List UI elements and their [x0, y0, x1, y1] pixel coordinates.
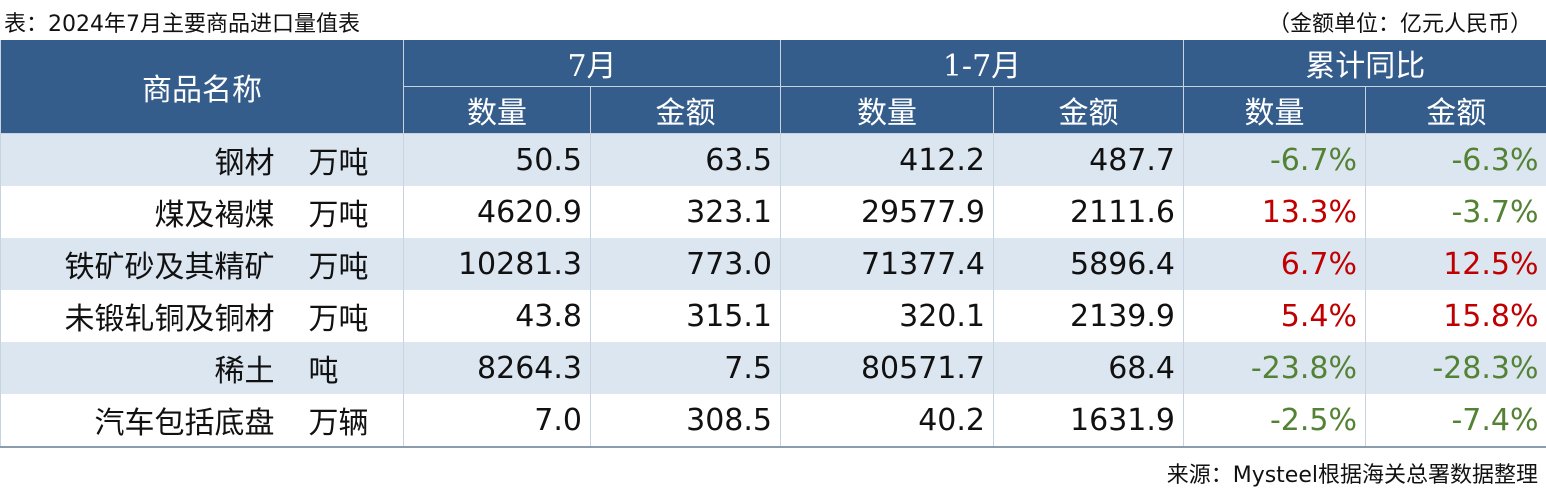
- table: 商品名称 7月 1-7月 累计同比 数量 金额 数量 金额 数量 金额 钢材 万吨 50.5 63.5 4…: [0, 40, 1546, 448]
- value-cell: 315.1: [590, 290, 781, 342]
- value-cell: 63.5: [590, 133, 781, 186]
- value-cell: 308.5: [590, 394, 781, 448]
- value-cell: -3.7%: [1365, 186, 1546, 238]
- data-row: 未锻轧铜及铜材 万吨 43.8 315.1 320.1 2139.9 5.4% 15.8%: [0, 290, 1546, 342]
- value-cell: 8264.3: [403, 342, 591, 394]
- sub-header: 数量: [1183, 86, 1366, 134]
- unit: 万吨: [300, 133, 404, 186]
- group-header: 1-7月: [780, 40, 1184, 87]
- product-name: 未锻轧铜及铜材: [0, 290, 301, 342]
- value-cell: 29577.9: [780, 186, 994, 238]
- value-cell: 5896.4: [993, 238, 1184, 290]
- sub-header: 数量: [780, 86, 994, 134]
- value-cell: -6.3%: [1365, 133, 1546, 186]
- value-cell: 43.8: [403, 290, 591, 342]
- sub-header: 数量: [403, 86, 591, 134]
- value-cell: 15.8%: [1365, 290, 1546, 342]
- group-header: 7月: [403, 40, 781, 87]
- value-cell: 68.4: [993, 342, 1184, 394]
- value-cell: -23.8%: [1183, 342, 1366, 394]
- source: 来源：Mysteel根据海关总署数据整理: [1166, 463, 1538, 488]
- value-cell: -28.3%: [1365, 342, 1546, 394]
- unit-note: （金额单位：亿元人民币）: [1267, 12, 1532, 37]
- data-row: 汽车包括底盘 万辆 7.0 308.5 40.2 1631.9 -2.5% -7.4%: [0, 394, 1546, 448]
- sub-header: 金额: [1365, 86, 1546, 134]
- group-header: 累计同比: [1183, 40, 1546, 87]
- value-cell: 323.1: [590, 186, 781, 238]
- value-cell: -2.5%: [1183, 394, 1366, 448]
- value-cell: 6.7%: [1183, 238, 1366, 290]
- value-cell: 12.5%: [1365, 238, 1546, 290]
- value-cell: 80571.7: [780, 342, 994, 394]
- value-cell: 4620.9: [403, 186, 591, 238]
- unit: 吨: [300, 342, 404, 394]
- value-cell: 7.0: [403, 394, 591, 448]
- unit: 万吨: [308, 198, 369, 233]
- header-row: 数量 金额 数量 金额 数量 金额: [1, 86, 1546, 134]
- title: 表：2024年7月主要商品进口量值表: [4, 12, 360, 37]
- unit: 万辆: [300, 394, 404, 448]
- product-name: 煤及褐煤: [0, 186, 301, 238]
- name-header: 商品名称: [0, 40, 404, 134]
- data-row: 稀土吨 8264.3 7.5 80571.7 68.4 -23.8% -28.3%: [0, 342, 1546, 394]
- header-row: 商品名称 7月 1-7月 累计同比: [0, 40, 1546, 134]
- value-cell: 2111.6: [993, 186, 1184, 238]
- value-cell: 5.4%: [1183, 290, 1366, 342]
- unit: 万吨: [308, 302, 369, 337]
- value-cell: 50.5: [403, 133, 591, 186]
- value-cell: 71377.4: [780, 238, 994, 290]
- value-cell: 487.7: [993, 133, 1184, 186]
- value-cell: 412.2: [780, 133, 994, 186]
- unit: 万吨: [300, 238, 404, 290]
- value-cell: -6.7%: [1183, 133, 1366, 186]
- value-cell: 773.0: [590, 238, 781, 290]
- value-cell: 7.5: [590, 342, 781, 394]
- value-cell: 40.2: [780, 394, 994, 448]
- sub-header: 金额: [590, 86, 781, 134]
- data-row: 钢材 万吨 50.5 63.5 412.2 487.7 -6.7% -6.3%: [0, 133, 1546, 186]
- data-row: 煤及褐煤 万吨 4620.9 323.1 29577.9 2111.6 13.3% -3.7%: [0, 186, 1546, 238]
- data-row: 铁矿砂及其精矿 万吨 10281.3 773.0 71377.4 5896.4 6.7% 12…: [0, 238, 1546, 290]
- product-name: 汽车包括底盘: [0, 394, 301, 448]
- value-cell: 2139.9: [993, 290, 1184, 342]
- value-cell: 320.1: [780, 290, 994, 342]
- product-name: 钢材: [0, 133, 301, 186]
- product-name: 铁矿砂及其精矿: [0, 238, 301, 290]
- sub-header: 金额: [993, 86, 1184, 134]
- value-cell: 1631.9: [993, 394, 1184, 448]
- value-cell: -7.4%: [1365, 394, 1546, 448]
- product-name: 稀土: [0, 342, 301, 394]
- value-cell: 13.3%: [1183, 186, 1366, 238]
- value-cell: 10281.3: [403, 238, 591, 290]
